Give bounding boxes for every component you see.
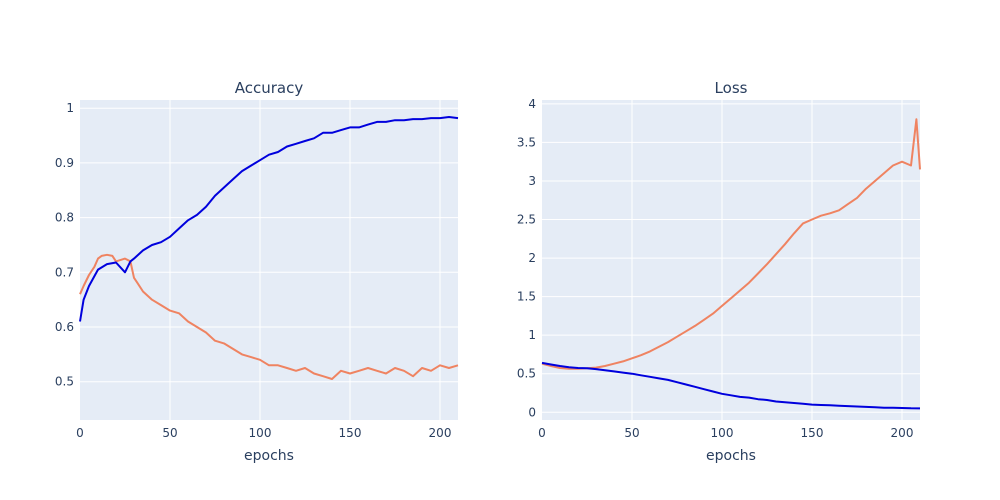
accuracy-y-tick-label: 0.6 <box>55 320 74 334</box>
accuracy-y-tick-label: 0.9 <box>55 156 74 170</box>
loss-x-axis-label: epochs <box>706 448 756 464</box>
accuracy-x-tick-label: 0 <box>76 426 84 440</box>
loss-gridlines <box>542 100 920 420</box>
accuracy-series <box>79 116 459 380</box>
loss-x-tick-label: 200 <box>891 426 914 440</box>
subplot-accuracy: 0 50 100 150 200 0.5 0.6 0.7 0.8 0.9 1 Accuracy e… <box>55 79 459 464</box>
accuracy-y-tick-label: 0.5 <box>55 375 74 389</box>
loss-y-tick-label: 0 <box>528 405 536 419</box>
accuracy-x-axis-label: epochs <box>244 448 294 464</box>
loss-y-tick-label: 3.5 <box>517 135 536 149</box>
accuracy-y-tick-label: 0.8 <box>55 211 74 225</box>
accuracy-y-ticks: 0.5 0.6 0.7 0.8 0.9 1 <box>55 101 74 389</box>
loss-x-tick-label: 100 <box>711 426 734 440</box>
loss-y-tick-label: 0.5 <box>517 367 536 381</box>
loss-y-tick-label: 3 <box>528 174 536 188</box>
loss-x-ticks: 0 50 100 150 200 <box>538 426 913 440</box>
loss-series-1-line <box>541 118 921 370</box>
loss-y-tick-label: 2 <box>528 251 536 265</box>
accuracy-x-tick-label: 50 <box>162 426 177 440</box>
accuracy-plot-area <box>80 100 458 420</box>
accuracy-x-tick-label: 100 <box>249 426 272 440</box>
loss-y-tick-label: 1 <box>528 328 536 342</box>
loss-x-tick-label: 0 <box>538 426 546 440</box>
loss-title: Loss <box>715 79 748 97</box>
accuracy-series-1-line <box>79 253 459 380</box>
loss-y-tick-label: 4 <box>528 97 536 111</box>
accuracy-title: Accuracy <box>235 79 304 97</box>
loss-x-tick-label: 150 <box>801 426 824 440</box>
loss-series <box>541 118 921 410</box>
loss-y-tick-label: 1.5 <box>517 290 536 304</box>
accuracy-y-tick-label: 0.7 <box>55 265 74 279</box>
accuracy-x-ticks: 0 50 100 150 200 <box>76 426 451 440</box>
accuracy-gridlines <box>80 100 458 420</box>
accuracy-x-tick-label: 200 <box>429 426 452 440</box>
accuracy-series-0-line <box>79 116 459 322</box>
loss-y-tick-label: 2.5 <box>517 213 536 227</box>
subplot-loss: 0 50 100 150 200 0 0.5 1 1.5 2 2.5 3 3.5 4 Loss epoc… <box>517 79 921 464</box>
loss-y-ticks: 0 0.5 1 1.5 2 2.5 3 3.5 4 <box>517 97 536 419</box>
accuracy-x-tick-label: 150 <box>339 426 362 440</box>
loss-plot-area <box>542 100 920 420</box>
loss-x-tick-label: 50 <box>624 426 639 440</box>
loss-series-0-line <box>541 361 921 410</box>
accuracy-y-tick-label: 1 <box>66 101 74 115</box>
